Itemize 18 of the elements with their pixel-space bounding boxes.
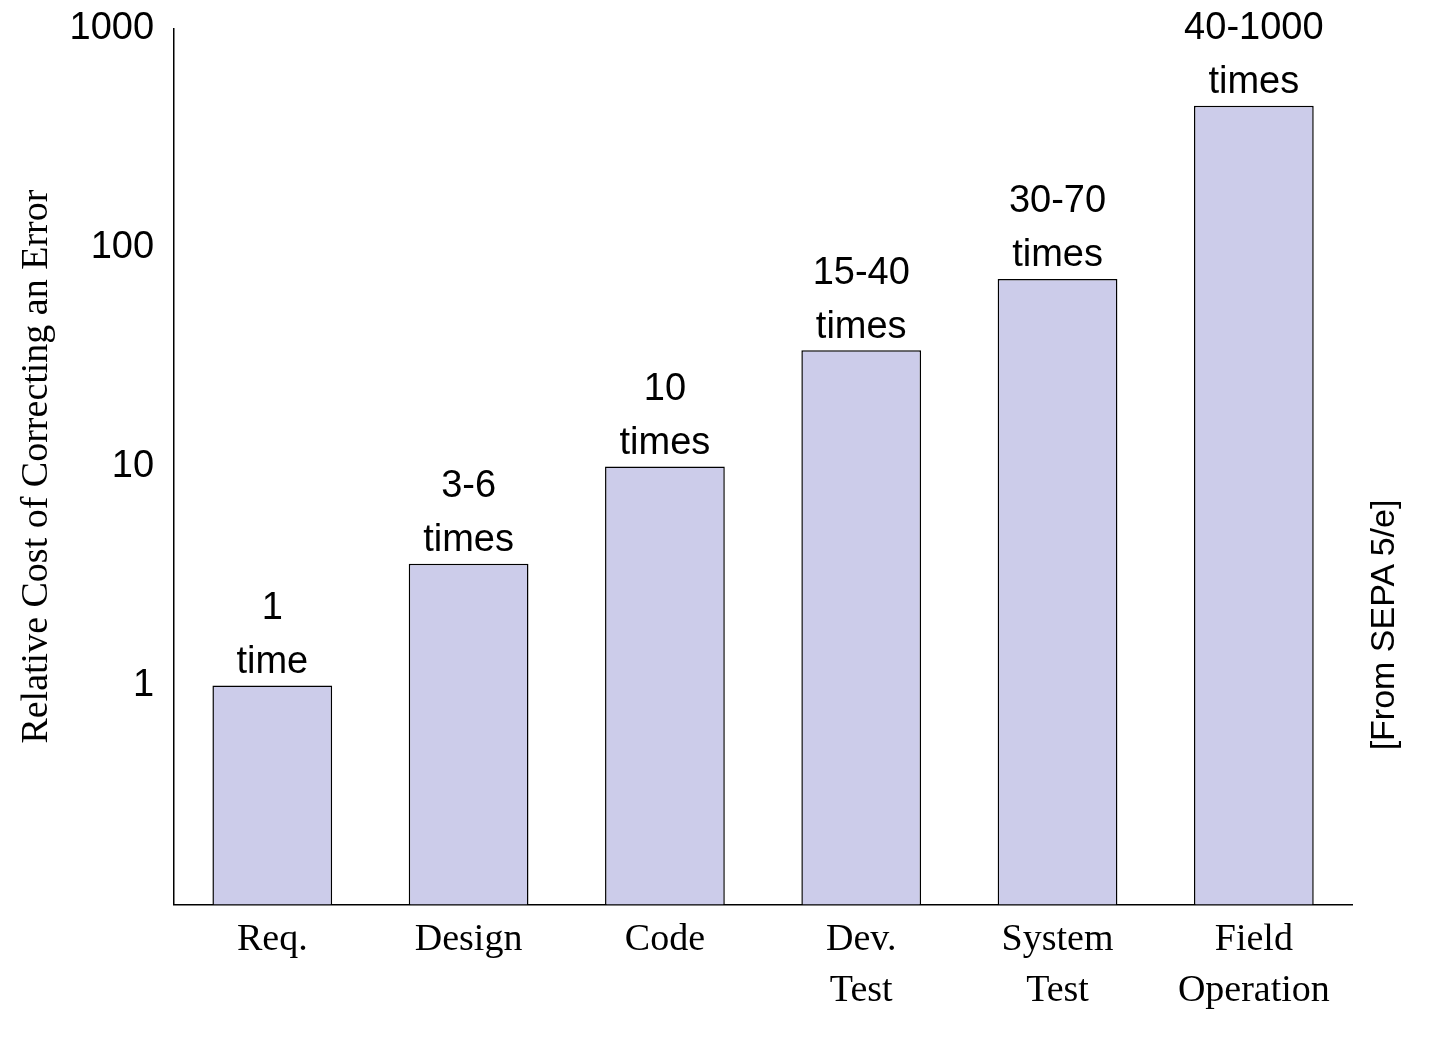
data-label: 15-40 times bbox=[812, 249, 910, 346]
x-tick-label: System Test bbox=[1001, 916, 1114, 1010]
x-tick-label: Design bbox=[414, 916, 523, 959]
y-tick-label: 1000 bbox=[69, 5, 155, 48]
data-label: 1 time bbox=[236, 584, 309, 681]
data-label: 40-1000 times bbox=[1184, 5, 1324, 102]
data-label: 10 times bbox=[619, 366, 711, 463]
data-label: 30-70 times bbox=[1008, 178, 1107, 275]
data-label: 3-6 times bbox=[423, 463, 514, 560]
y-tick-label: 1 bbox=[132, 661, 155, 704]
x-tick-label: Field Operation bbox=[1177, 916, 1330, 1010]
y-tick-label: 10 bbox=[111, 443, 155, 486]
x-tick-label: Req. bbox=[236, 916, 308, 959]
y-axis-title: Relative Cost of Correcting an Error bbox=[12, 189, 55, 744]
text: [From SEPA 5/e] bbox=[1363, 499, 1402, 751]
x-tick-label: Dev. Test bbox=[826, 916, 897, 1010]
y-tick-label: 100 bbox=[90, 224, 155, 267]
x-tick-label: Code bbox=[624, 916, 706, 959]
